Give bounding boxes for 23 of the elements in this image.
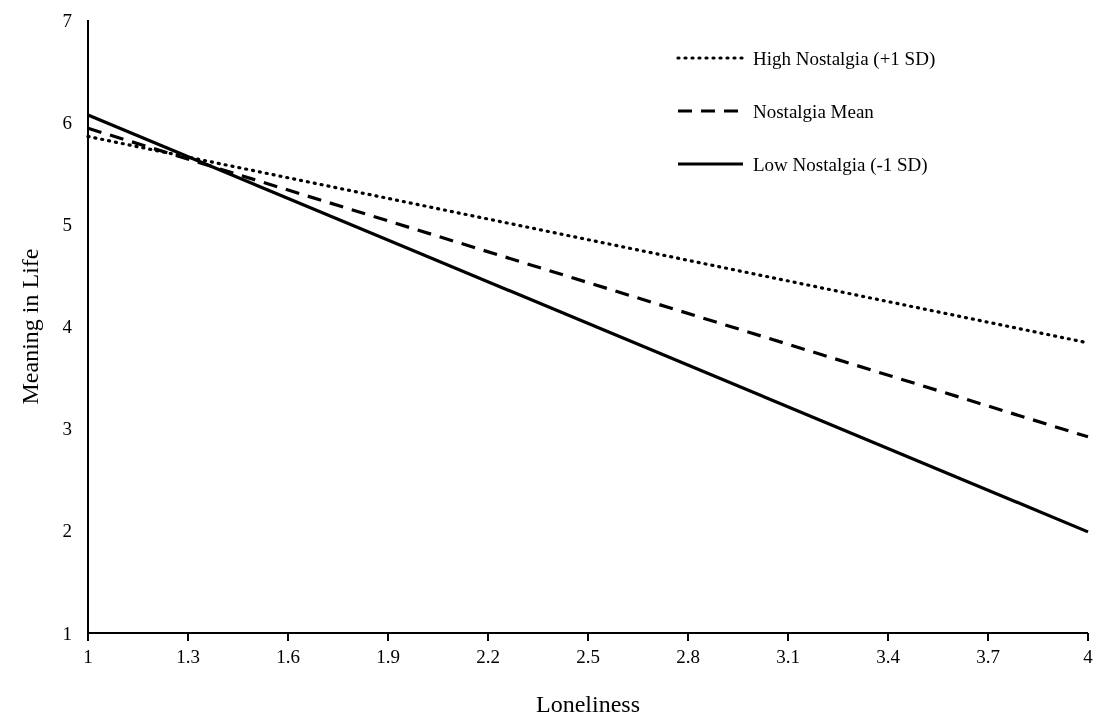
y-tick-label: 3: [62, 418, 72, 440]
y-tick-label: 7: [62, 9, 72, 31]
x-tick-label: 1.3: [176, 646, 200, 667]
x-axis-title: Loneliness: [536, 691, 640, 717]
x-tick-label: 2.5: [576, 646, 600, 667]
y-tick-label: 2: [62, 520, 72, 542]
x-tick-label: 3.1: [776, 646, 800, 667]
legend-label: High Nostalgia (+1 SD): [753, 47, 936, 70]
y-axis-title: Meaning in Life: [17, 248, 43, 405]
x-tick-label: 1.9: [376, 646, 400, 667]
y-tick-label: 1: [62, 622, 72, 644]
y-tick-label: 4: [62, 316, 73, 338]
x-tick-label: 2.8: [676, 646, 700, 667]
legend-label: Low Nostalgia (-1 SD): [753, 153, 928, 176]
x-tick-label: 3.4: [876, 646, 901, 667]
x-tick-label: 2.2: [476, 646, 500, 667]
x-tick-label: 1.6: [276, 646, 300, 667]
y-tick-label: 6: [62, 111, 72, 133]
legend-label: Nostalgia Mean: [753, 100, 875, 122]
x-tick-label: 1: [83, 646, 93, 667]
x-tick-label: 3.7: [976, 646, 1000, 667]
y-tick-label: 5: [62, 213, 72, 235]
x-tick-label: 4: [1083, 646, 1094, 667]
